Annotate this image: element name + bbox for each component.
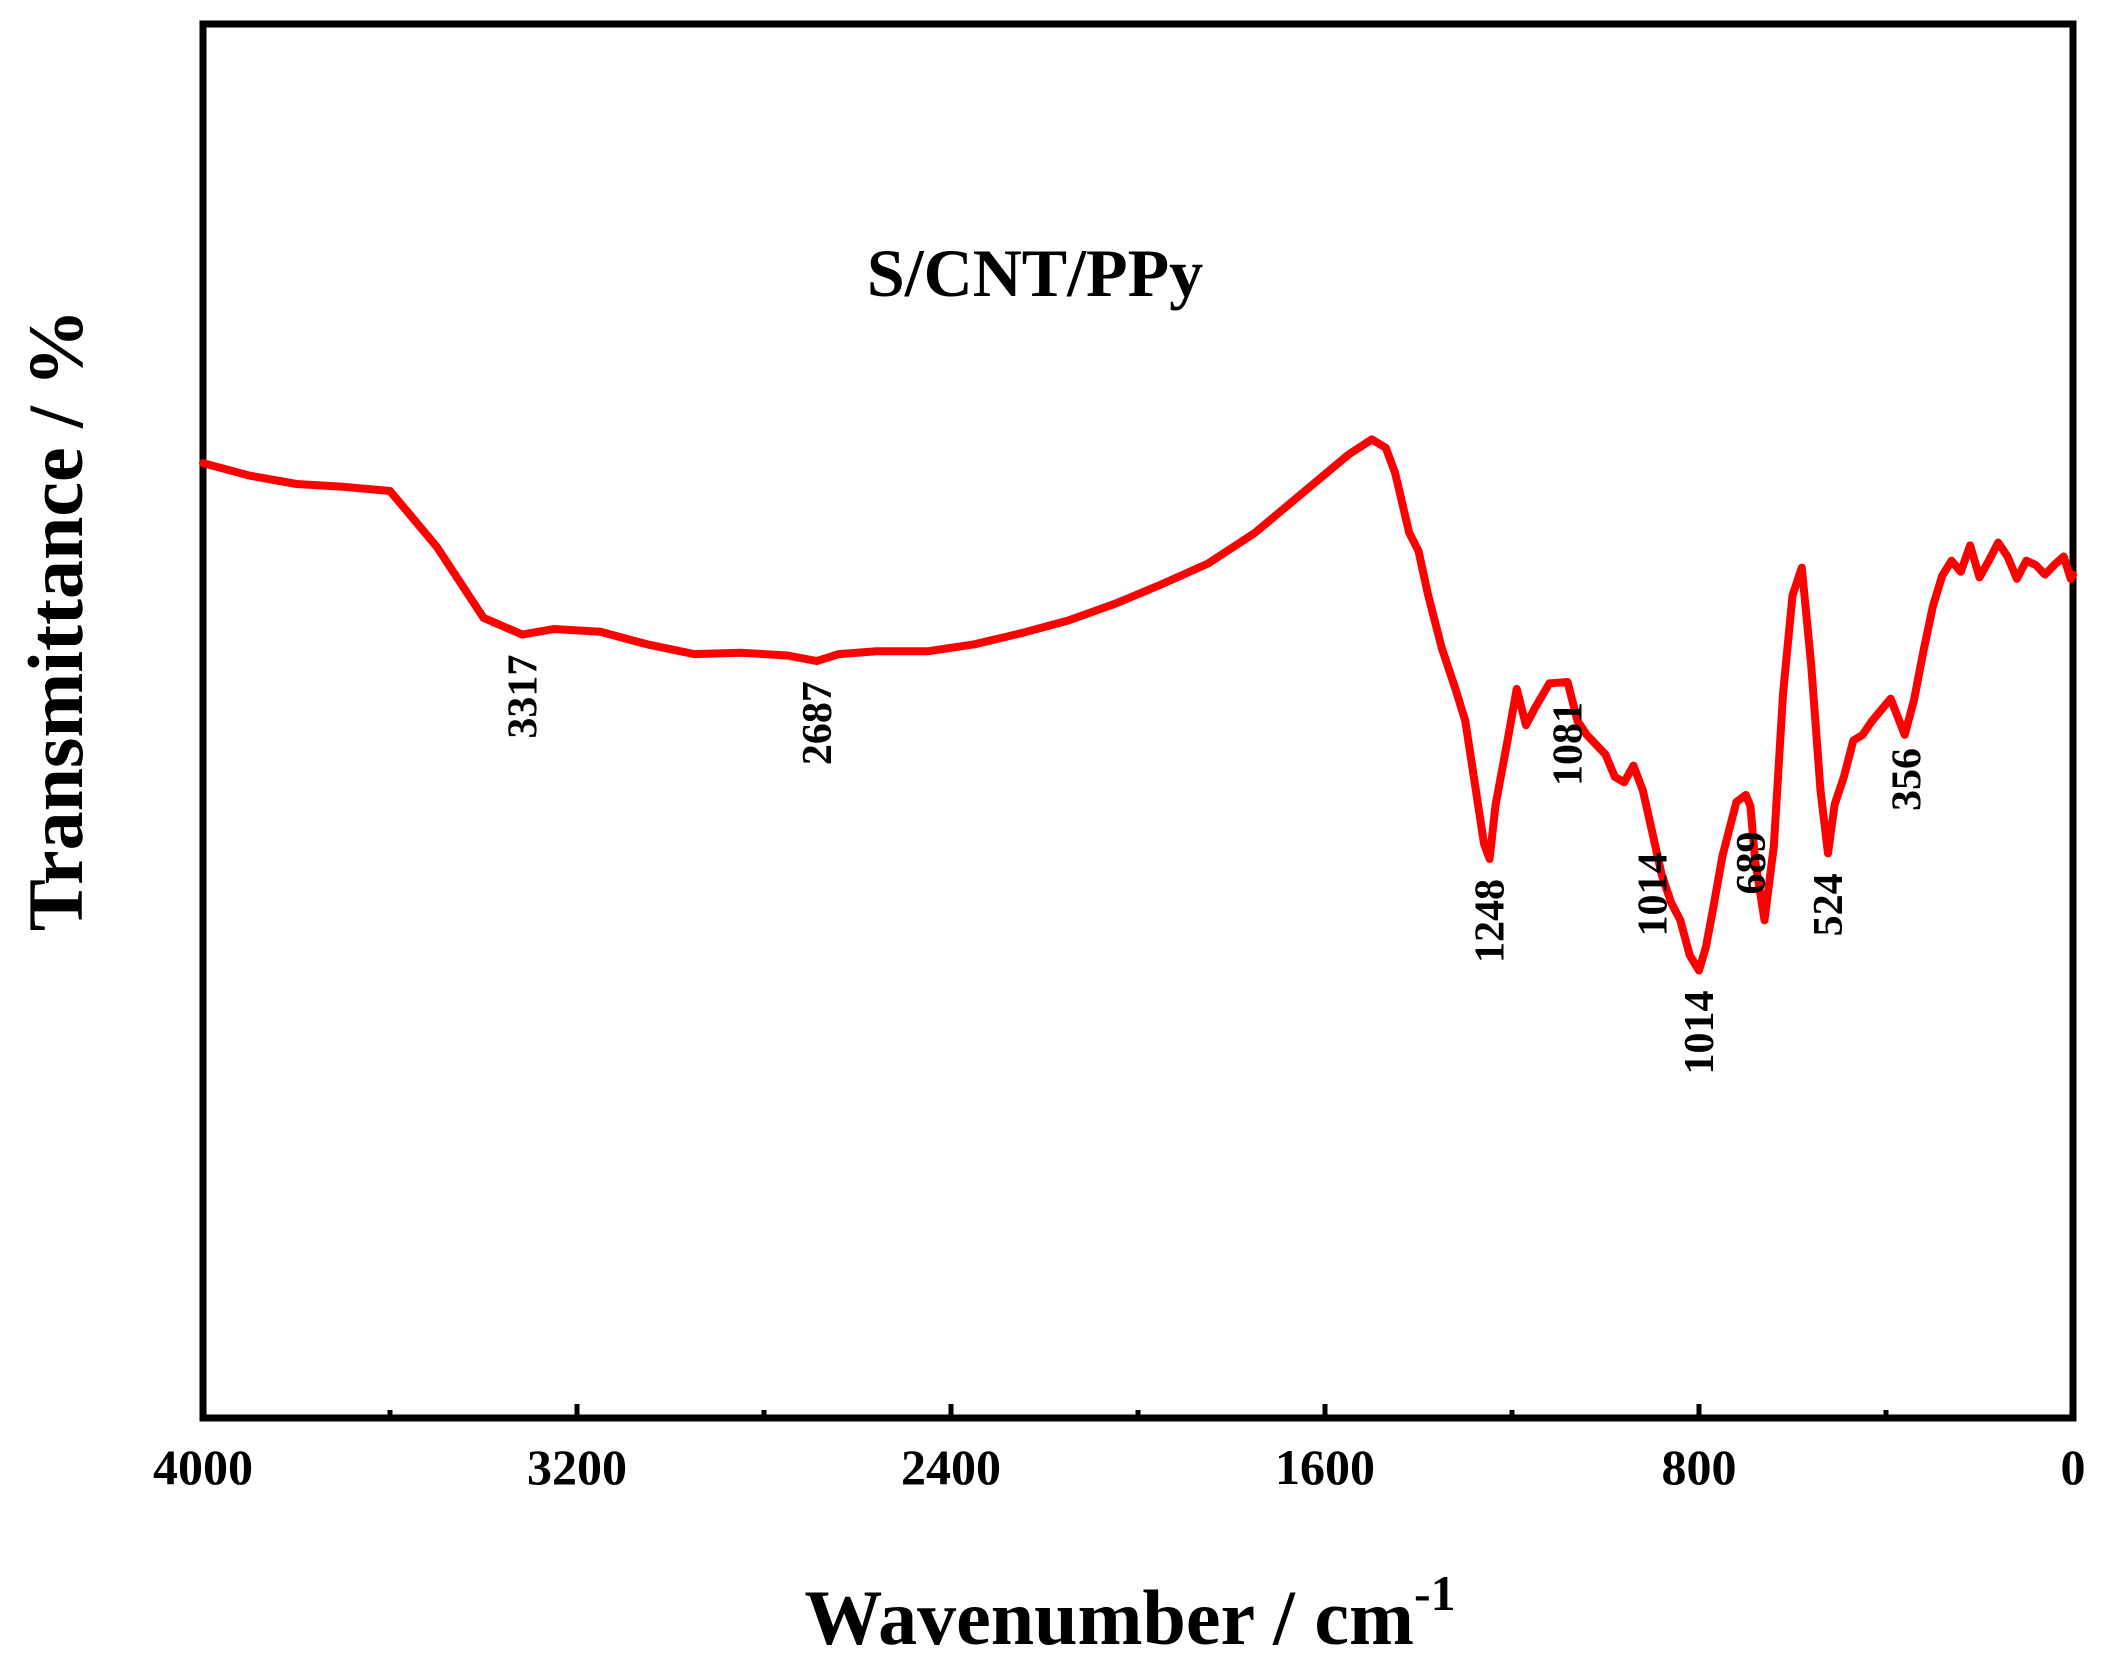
peak-label-4: 1014 xyxy=(1630,853,1676,937)
x-tick-label-1600: 1600 xyxy=(1275,1439,1375,1495)
x-axis-title-superscript: -1 xyxy=(1414,1565,1456,1621)
series-line-s-cnt-ppy xyxy=(199,435,2077,975)
peak-label-3: 1081 xyxy=(1546,702,1592,786)
sample-label: S/CNT/PPy xyxy=(867,235,1203,311)
x-axis-title: Wavenumber / cm-1 xyxy=(804,1565,1455,1661)
x-axis-ticks xyxy=(200,1404,2076,1418)
x-axis-title-text: Wavenumber / cm xyxy=(804,1574,1414,1661)
peak-label-6: 689 xyxy=(1729,832,1775,895)
plot-frame xyxy=(199,20,2077,1422)
peak-annotations: 3317 2687 1248 1081 1014 1014 689 524 356 xyxy=(500,655,1930,1075)
peak-label-8: 356 xyxy=(1885,748,1931,811)
y-axis-title: Transmittance / % xyxy=(12,309,99,931)
x-tick-label-2400: 2400 xyxy=(901,1439,1001,1495)
peak-label-2: 1248 xyxy=(1468,879,1514,963)
x-tick-label-800: 800 xyxy=(1662,1439,1737,1495)
x-tick-label-4000: 4000 xyxy=(153,1439,253,1495)
x-axis-tick-labels: 4000 3200 2400 1600 800 0 xyxy=(153,1439,2086,1495)
x-tick-label-0: 0 xyxy=(2061,1439,2086,1495)
peak-label-5: 1014 xyxy=(1677,991,1723,1075)
x-tick-label-3200: 3200 xyxy=(527,1439,627,1495)
peak-label-7: 524 xyxy=(1806,873,1852,936)
peak-label-0: 3317 xyxy=(500,655,546,739)
peak-label-1: 2687 xyxy=(795,681,841,765)
